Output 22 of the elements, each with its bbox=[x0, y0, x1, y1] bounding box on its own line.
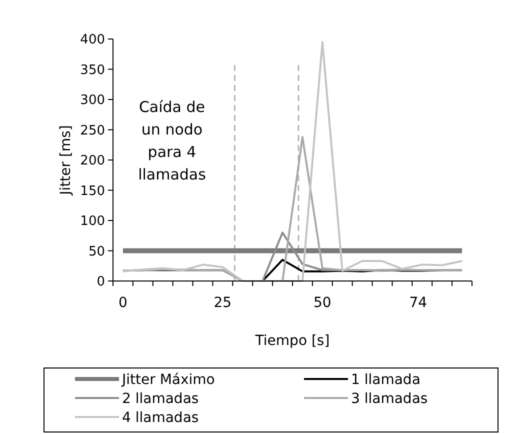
y-tick-label: 150 bbox=[80, 184, 105, 199]
y-tick-label: 50 bbox=[88, 244, 105, 260]
legend-label: 2 llamadas bbox=[122, 390, 199, 407]
y-tick-label: 400 bbox=[80, 32, 105, 48]
x-tick-label: 25 bbox=[214, 295, 232, 311]
y-tick-label: 350 bbox=[80, 62, 105, 78]
legend-label: 1 llamada bbox=[351, 372, 420, 388]
x-tick-label: 50 bbox=[314, 295, 332, 311]
y-tick-label: 200 bbox=[80, 154, 105, 169]
line-series bbox=[122, 41, 464, 282]
legend-label: Jitter Máximo bbox=[121, 372, 215, 388]
y-tick-label: 250 bbox=[80, 123, 105, 138]
x-tick-label: 0 bbox=[118, 295, 128, 311]
y-axis-title: Jitter [ms] bbox=[58, 125, 74, 196]
y-tick-label: 100 bbox=[80, 214, 105, 230]
annotation: Caída de un nodo para 4 llamadas bbox=[138, 98, 206, 184]
y-tick-label: 0 bbox=[96, 274, 105, 290]
legend-label: 4 llamadas bbox=[122, 410, 199, 426]
y-tick-label: 300 bbox=[80, 93, 105, 108]
x-tick-label: 74 bbox=[409, 295, 428, 311]
x-axis-title: Tiempo [s] bbox=[254, 333, 330, 349]
legend-label: 3 llamadas bbox=[351, 390, 428, 407]
